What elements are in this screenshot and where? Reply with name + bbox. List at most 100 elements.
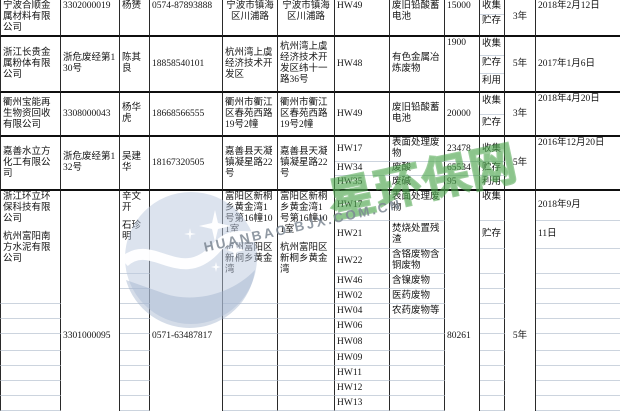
- cell-company: 衢州宝能再生物资回收有限公司: [0, 93, 61, 137]
- cell-empty: [120, 289, 150, 304]
- cell-phone: 18858540101: [150, 37, 223, 93]
- cell-waste-name: 含镍废物: [390, 274, 445, 289]
- cell-modes: 收集 贮存: [480, 0, 505, 37]
- table-row: HW09: [0, 351, 620, 366]
- cell-years: 3年: [505, 0, 536, 37]
- cell-license: 3301000095: [61, 191, 120, 411]
- cell-waste-name: 含铬废物含铜废物: [390, 249, 445, 274]
- cell-phone: 0574-87893888: [150, 0, 223, 37]
- cell-mode: [480, 274, 505, 289]
- cell-empty: [120, 274, 150, 289]
- cell-hw-code: HW09: [335, 351, 390, 366]
- cell-empty: [120, 319, 150, 334]
- company-name-1: 浙江环立环保科技有限公司: [3, 192, 51, 224]
- cell-empty: [120, 381, 150, 396]
- cell-empty: [120, 396, 150, 411]
- cell-mode: [480, 351, 505, 366]
- cell-empty: [223, 381, 278, 396]
- cell-waste-name: [390, 334, 445, 351]
- cell-empty: [0, 304, 61, 319]
- cell-empty: [0, 396, 61, 411]
- cell-address1: 杭州湾上虞经济技术开发区: [223, 37, 278, 93]
- cell-empty: [0, 351, 61, 366]
- address-line-2: 杭州富阳区新桐乡黄金湾: [225, 243, 273, 275]
- cell-license: 3308000043: [61, 93, 120, 137]
- cell-waste-name: [390, 396, 445, 411]
- cell-waste-name: 表面处理废物: [390, 191, 445, 221]
- cell-date: [536, 304, 620, 319]
- cell-hw-code: HW17: [335, 191, 390, 221]
- cell-company: 宁波合顺金属材料有限公司: [0, 0, 61, 37]
- cell-empty: [223, 319, 278, 334]
- cell-address1: 宁波市镇海区川浦路: [223, 0, 278, 37]
- cell-mode: [480, 366, 505, 381]
- cell-years: 5年: [505, 191, 536, 411]
- table-row: 浙江长贵金属粉体有限公司 浙危废经第130号 陈其良 18858540101 杭…: [0, 37, 620, 93]
- cell-contact: 杨华虎: [120, 93, 150, 137]
- cell-mode: 利用: [480, 176, 505, 191]
- cell-phone: 18668566555: [150, 93, 223, 137]
- cell-mode: [480, 381, 505, 396]
- cell-mode: [480, 289, 505, 304]
- cell-empty: [223, 396, 278, 411]
- cell-contact: 吴建华: [120, 137, 150, 191]
- cell-quantity: 95: [445, 176, 480, 191]
- mode-item: 收集: [482, 96, 502, 106]
- cell-license: 浙危废经第132号: [61, 137, 120, 191]
- cell-date: [536, 319, 620, 334]
- mode-item: 贮存: [480, 14, 504, 28]
- cell-date: [536, 289, 620, 304]
- table-row: HW08: [0, 334, 620, 351]
- cell-hw-code: HW08: [335, 334, 390, 351]
- cell-date: 11日: [536, 221, 620, 249]
- cell-waste-name: 有色金属冶炼废物: [390, 37, 445, 93]
- cell-empty: [0, 381, 61, 396]
- cell-years: 3年: [505, 93, 536, 137]
- cell-mode: [480, 396, 505, 411]
- cell-waste-name: [390, 366, 445, 381]
- cell-hw-code: HW21: [335, 221, 390, 249]
- cell-quantity: 65534: [445, 162, 480, 176]
- cell-waste-name: 废旧铅酸蓄电池: [390, 0, 445, 37]
- cell-hw-code: HW49: [335, 0, 390, 37]
- table-row: HW12: [0, 381, 620, 396]
- cell-address2: 宁波市镇海区川浦路: [278, 0, 335, 37]
- cell-company: 嘉善水立方化工有限公司: [0, 137, 61, 191]
- cell-empty: [223, 351, 278, 366]
- cell-date: [536, 249, 620, 274]
- mode-item: 收集: [482, 1, 502, 11]
- cell-address2: 富阳区新桐乡黄金湾1号第16幢101室 杭州富阳区新桐乡黄金湾: [278, 191, 335, 304]
- cell-waste-name: 农药废物等: [390, 304, 445, 319]
- table-row: HW35 废碱 95 利用: [0, 176, 620, 191]
- cell-company: 浙江长贵金属粉体有限公司: [0, 37, 61, 93]
- cell-company: 浙江环立环保科技有限公司 杭州富阳南方水泥有限公司: [0, 191, 61, 304]
- cell-hw-code: HW06: [335, 319, 390, 334]
- cell-hw-code: HW35: [335, 176, 390, 191]
- cell-empty: [278, 351, 335, 366]
- cell-address2: 嘉善县天凝镇凝星路22号: [278, 137, 335, 191]
- company-name-2: 杭州富阳南方水泥有限公司: [3, 232, 51, 264]
- cell-address2: 杭州湾上虞经济技术开发区纬十一路36号: [278, 37, 335, 93]
- cell-empty: [278, 396, 335, 411]
- cell-address1: 富阳区新桐乡黄金湾1号第16幢101室 杭州富阳区新桐乡黄金湾: [223, 191, 278, 304]
- cell-date: [536, 381, 620, 396]
- cell-hw-code: HW34: [335, 162, 390, 176]
- cell-address1: 嘉善县天凝镇凝星路22号: [223, 137, 278, 191]
- cell-hw-code: HW49: [335, 93, 390, 137]
- cell-empty: [0, 319, 61, 334]
- table-row: 浙江环立环保科技有限公司 杭州富阳南方水泥有限公司 3301000095 辛文开…: [0, 191, 620, 411]
- address-line-1: 富阳区新桐乡黄金湾1号第16幢101室: [280, 192, 328, 235]
- cell-empty: [278, 334, 335, 351]
- cell-quantity: 80261: [445, 191, 480, 411]
- cell-hw-code: HW46: [335, 274, 390, 289]
- cell-waste-name: 废酸: [390, 162, 445, 176]
- cell-waste-name: [390, 381, 445, 396]
- cell-waste-name: 表面处理废物: [390, 137, 445, 162]
- cell-address2: 衢州市衢江区春苑西路19号2幢: [278, 93, 335, 137]
- contact-name-1: 辛文开: [122, 192, 142, 213]
- cell-phone: 0571-63487817: [150, 191, 223, 411]
- cell-waste-name: 医药废物: [390, 289, 445, 304]
- address-line-1: 富阳区新桐乡黄金湾1号第16幢101室: [225, 192, 273, 235]
- cell-modes: 收集 贮存: [480, 93, 505, 137]
